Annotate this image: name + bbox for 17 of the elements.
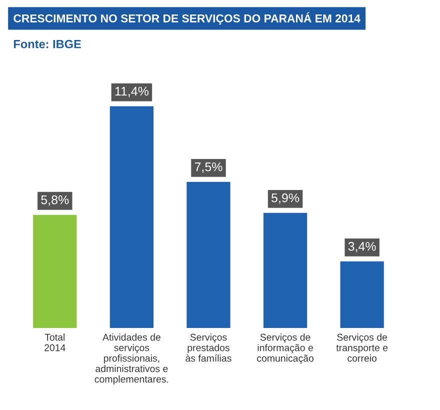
data-label: 5,9% [272,193,300,204]
source-note: Fonte: IBGE [14,40,81,48]
data-label: 5,8% [41,195,69,206]
x-tick-label: Total 2014 [44,334,66,352]
chart-title: CRESCIMENTO NO SETOR DE SERVIÇOS DO PARANÁ EM 2014 [14,12,360,25]
bar [340,261,384,328]
x-tick-label: Atividades de serviços profissionais, administrativos e complementares. [94,334,168,385]
bar [33,214,77,328]
data-label: 3,4% [348,242,376,252]
x-tick-label: Serviços prestados às famílias [186,334,232,362]
data-label: 11,4% [115,86,148,98]
x-tick-label: Serviços de transporte e correio [336,334,388,362]
bar [186,182,230,328]
x-tick-label: Serviços de informação e comunicação [257,334,314,364]
data-label: 7,5% [194,162,222,173]
bar [263,212,308,328]
bar [110,106,154,328]
